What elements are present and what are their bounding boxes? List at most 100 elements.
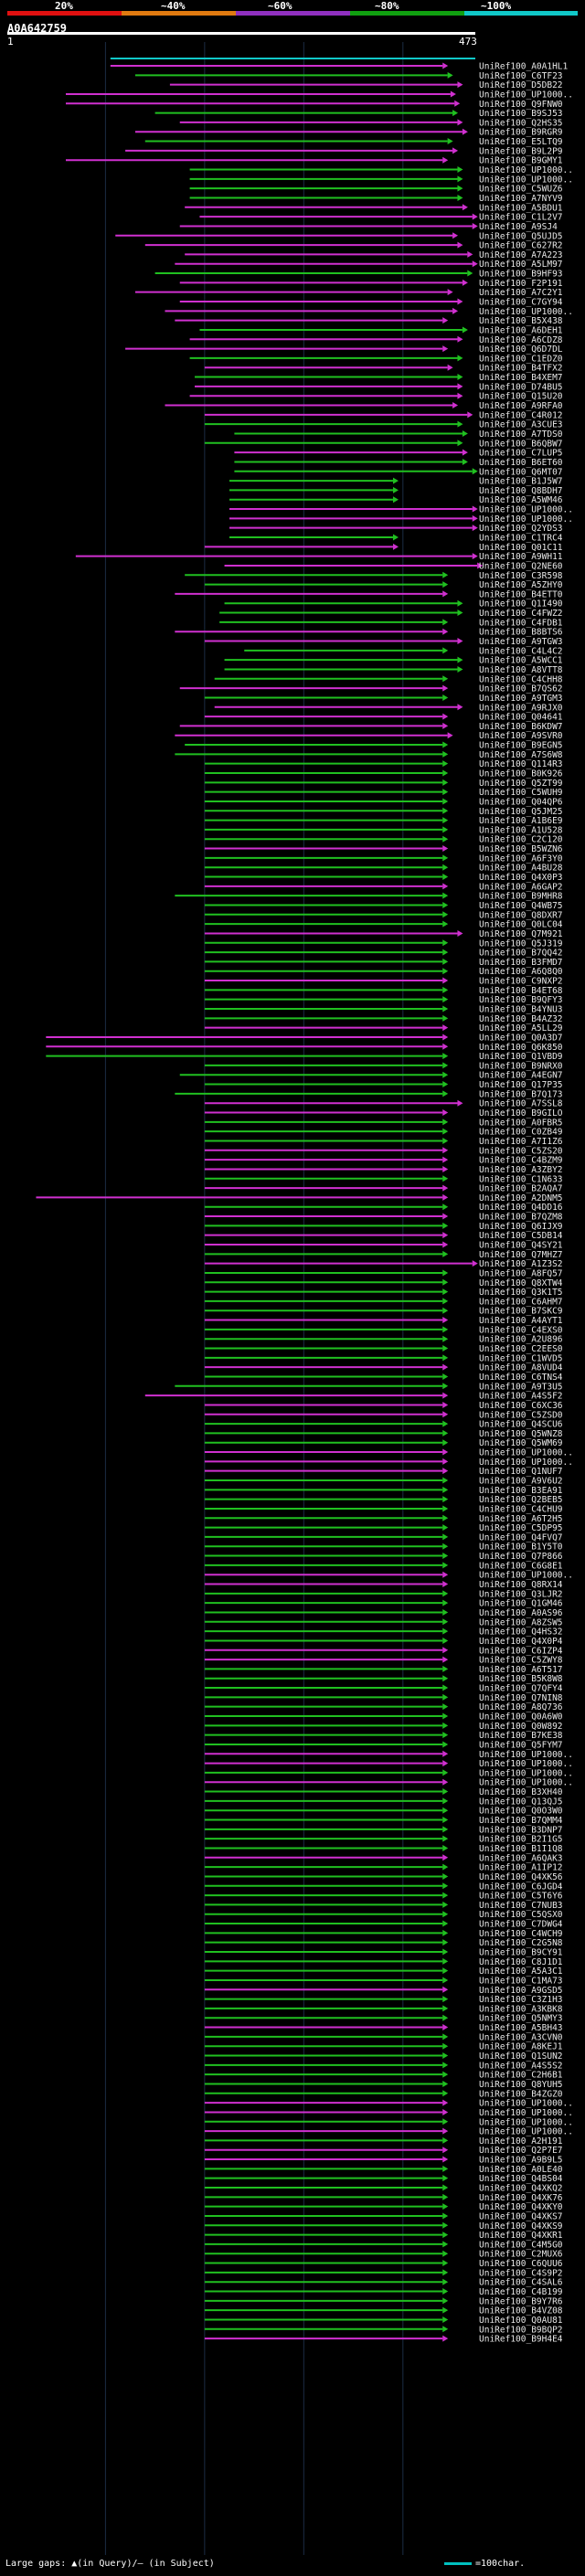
- hit-label: UniRef100_A4EGN7: [479, 1071, 563, 1081]
- hit-label: UniRef100_A9TGM3: [479, 694, 563, 704]
- hit-label: UniRef100_C1EDZ0: [479, 354, 563, 364]
- hit-label: UniRef100_A0FBR5: [479, 1118, 563, 1128]
- hit-label: UniRef100_Q4BS04: [479, 2174, 563, 2184]
- hit-arrow: [442, 2052, 449, 2060]
- hit-label: UniRef100_Q4WB75: [479, 901, 563, 911]
- hit-arrow: [442, 1363, 449, 1371]
- hit-arrow: [457, 440, 463, 447]
- hit-arrow: [442, 1590, 449, 1597]
- hit-label: UniRef100_B6QBW7: [479, 439, 563, 449]
- hit-label: UniRef100_Q5UJD5: [479, 231, 563, 241]
- hit-label: UniRef100_A7S6W8: [479, 750, 563, 760]
- hit-label: UniRef100_A9WH11: [479, 552, 563, 562]
- hit-arrow: [442, 1996, 449, 2003]
- hit-arrow: [442, 1298, 449, 1305]
- hit-arrow: [442, 1477, 449, 1484]
- hit-label: UniRef100_B4ETT0: [479, 589, 563, 599]
- hit-label: UniRef100_A2H191: [479, 2136, 563, 2147]
- hit-label: UniRef100_Q2P7E7: [479, 2146, 563, 2156]
- hit-label: UniRef100_A9SVR0: [479, 731, 563, 741]
- hit-label: UniRef100_C6JGD4: [479, 1882, 563, 1892]
- hit-label: UniRef100_C5WUZ6: [479, 185, 563, 195]
- footer: Large gaps: ▲(in Query)/— (in Subject) =…: [5, 2559, 525, 2569]
- hit-arrow: [442, 874, 449, 881]
- hit-arrow: [472, 468, 478, 475]
- hit-arrow: [442, 1637, 449, 1644]
- hit-arrow: [442, 1222, 449, 1229]
- hit-arrow: [442, 1241, 449, 1248]
- hit-label: UniRef100_C627R2: [479, 241, 563, 251]
- hit-arrow: [442, 2024, 449, 2031]
- hit-label: UniRef100_B1I1Q8: [479, 1844, 563, 1854]
- hit-label: UniRef100_Q8YUH5: [479, 2080, 563, 2090]
- hit-arrow: [467, 270, 473, 277]
- hit-label: UniRef100_B9GILO: [479, 1108, 563, 1118]
- hit-label: UniRef100_Q0O3W0: [479, 1807, 563, 1817]
- hit-arrow: [442, 769, 449, 777]
- hit-arrow: [442, 1872, 449, 1880]
- hit-label: UniRef100_Q2HS35: [479, 118, 563, 128]
- hit-label: UniRef100_Q0LC04: [479, 920, 563, 930]
- hit-arrow: [447, 732, 453, 739]
- hit-arrow: [442, 1750, 449, 1757]
- hit-arrow: [442, 1817, 449, 1824]
- hit-label: UniRef100_C5T6Y6: [479, 1892, 563, 1902]
- hit-arrow: [442, 779, 449, 786]
- hit-label: UniRef100_UP1000..: [479, 1759, 573, 1769]
- hit-arrow: [457, 599, 463, 607]
- hit-label: UniRef100_A9TGW3: [479, 637, 563, 647]
- hit-arrow: [442, 2090, 449, 2097]
- hit-arrow: [442, 2241, 449, 2248]
- hit-label: UniRef100_B4YNU3: [479, 1005, 563, 1015]
- hit-arrow: [442, 892, 449, 899]
- scale-legend: =100char.: [444, 2559, 525, 2569]
- hit-label: UniRef100_B9NRX0: [479, 1061, 563, 1071]
- hit-arrow: [457, 374, 463, 381]
- hit-arrow: [442, 854, 449, 862]
- hit-label: UniRef100_A1IP12: [479, 1863, 563, 1873]
- hit-arrow: [442, 1147, 449, 1154]
- hit-arrow: [442, 817, 449, 824]
- hit-label: UniRef100_Q3K1T5: [479, 1288, 563, 1298]
- hit-label: UniRef100_C5ZSD0: [479, 1410, 563, 1420]
- hit-arrow: [442, 1647, 449, 1654]
- hit-arrow: [442, 2306, 449, 2314]
- hit-arrow: [472, 553, 478, 560]
- hit-label: UniRef100_A4S5S2: [479, 2061, 563, 2071]
- hit-label: UniRef100_Q6IJX9: [479, 1222, 563, 1232]
- hit-label: UniRef100_B3XH40: [479, 1787, 563, 1797]
- hit-arrow: [442, 864, 449, 871]
- hit-arrow: [442, 2335, 449, 2342]
- hit-label: UniRef100_C6G8E1: [479, 1561, 563, 1571]
- hit-arrow: [442, 1882, 449, 1890]
- hit-arrow: [442, 1345, 449, 1352]
- hit-label: UniRef100_C7LUP5: [479, 449, 563, 459]
- hit-arrow: [442, 1741, 449, 1748]
- hit-label: UniRef100_A3CVN0: [479, 2032, 563, 2042]
- hit-label: UniRef100_C6TNS4: [479, 1373, 563, 1383]
- hit-arrow: [442, 684, 449, 692]
- hit-arrow: [472, 1260, 478, 1267]
- hit-label: UniRef100_B9BQP2: [479, 2325, 563, 2335]
- hit-arrow: [442, 1571, 449, 1578]
- hit-arrow: [442, 2269, 449, 2276]
- hit-arrow: [442, 1288, 449, 1296]
- hit-arrow: [442, 883, 449, 890]
- hit-arrow: [442, 1797, 449, 1805]
- hit-label: UniRef100_Q4XKS7: [479, 2211, 563, 2221]
- hit-arrow: [442, 2014, 449, 2021]
- hit-label: UniRef100_A5WCC1: [479, 656, 563, 666]
- hit-arrow: [442, 2297, 449, 2305]
- hit-label: UniRef100_C4M5G0: [479, 2240, 563, 2250]
- hit-label: UniRef100_A3ZBY2: [479, 1165, 563, 1175]
- hit-label: UniRef100_Q1NUF7: [479, 1467, 563, 1477]
- hit-label: UniRef100_B5WZN6: [479, 844, 563, 854]
- hit-arrow: [442, 590, 449, 598]
- hit-arrow: [442, 1232, 449, 1239]
- hit-label: UniRef100_Q0W892: [479, 1722, 563, 1732]
- hit-arrow: [477, 562, 484, 569]
- hit-label: UniRef100_C6XC36: [479, 1401, 563, 1411]
- hit-arrow: [392, 534, 399, 541]
- hit-label: UniRef100_A7A223: [479, 250, 563, 260]
- hit-label: UniRef100_C5ZWY8: [479, 1656, 563, 1666]
